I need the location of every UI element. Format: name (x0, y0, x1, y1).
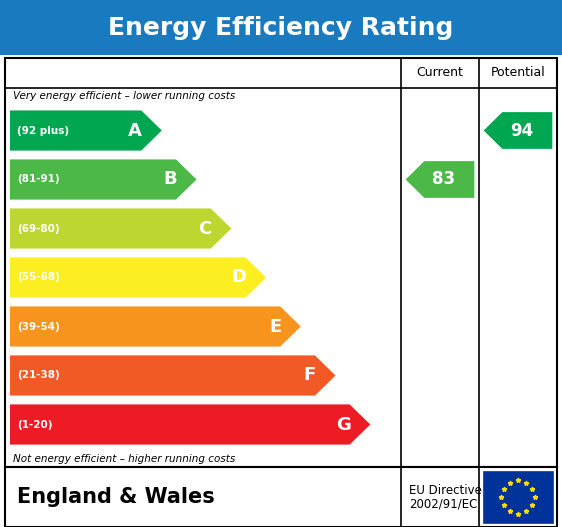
Text: (69-80): (69-80) (17, 223, 60, 233)
Text: Not energy efficient – higher running costs: Not energy efficient – higher running co… (13, 454, 235, 464)
Text: (81-91): (81-91) (17, 174, 60, 184)
Text: (55-68): (55-68) (17, 272, 60, 282)
Polygon shape (484, 112, 552, 149)
Bar (5, 58, 557, 467)
Text: England & Wales: England & Wales (17, 487, 215, 507)
Bar (5, 467, 557, 527)
Polygon shape (10, 257, 266, 298)
Text: 83: 83 (432, 171, 455, 189)
Text: Energy Efficiency Rating: Energy Efficiency Rating (108, 15, 454, 40)
Polygon shape (406, 161, 474, 198)
Text: D: D (232, 268, 247, 287)
Text: Current: Current (416, 66, 464, 80)
Text: (39-54): (39-54) (17, 321, 60, 331)
Text: C: C (198, 220, 212, 238)
Text: Potential: Potential (491, 66, 545, 80)
Bar (483, 471, 553, 523)
Text: EU Directive: EU Directive (409, 483, 482, 496)
Polygon shape (10, 208, 232, 249)
Polygon shape (10, 111, 162, 151)
Text: 2002/91/EC: 2002/91/EC (409, 497, 477, 511)
Text: E: E (269, 317, 281, 336)
Polygon shape (10, 404, 370, 445)
Text: Very energy efficient – lower running costs: Very energy efficient – lower running co… (13, 91, 235, 101)
Text: (92 plus): (92 plus) (17, 125, 69, 135)
Text: (21-38): (21-38) (17, 370, 60, 380)
Text: (1-20): (1-20) (17, 419, 52, 430)
Polygon shape (10, 355, 336, 396)
Polygon shape (10, 306, 301, 347)
Text: F: F (303, 366, 316, 385)
Bar (0, 0, 562, 55)
Text: 94: 94 (510, 122, 533, 140)
Polygon shape (10, 159, 197, 200)
Text: A: A (128, 122, 142, 140)
Text: G: G (336, 415, 351, 434)
Text: B: B (164, 171, 177, 189)
